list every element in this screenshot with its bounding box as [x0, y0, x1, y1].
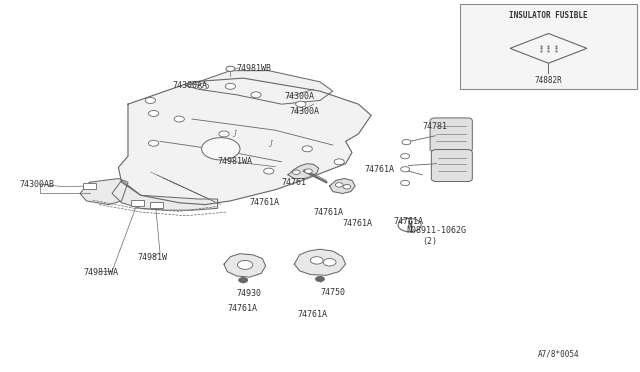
Circle shape: [148, 140, 159, 146]
Text: 74300AA: 74300AA: [173, 81, 208, 90]
Bar: [131, 200, 144, 206]
Text: INSULATOR FUSIBLE: INSULATOR FUSIBLE: [509, 11, 588, 20]
Circle shape: [316, 276, 324, 282]
Polygon shape: [330, 179, 355, 193]
Text: 74981W: 74981W: [138, 253, 168, 262]
Circle shape: [145, 97, 156, 103]
Circle shape: [148, 110, 159, 116]
Polygon shape: [112, 180, 218, 210]
Text: J: J: [234, 129, 236, 137]
Circle shape: [310, 257, 323, 264]
Circle shape: [335, 183, 343, 187]
Text: 74981WB: 74981WB: [237, 64, 272, 73]
Polygon shape: [186, 71, 333, 104]
Text: 74761A: 74761A: [342, 219, 372, 228]
Circle shape: [264, 168, 274, 174]
Text: 74761: 74761: [282, 178, 307, 187]
Bar: [150, 202, 163, 208]
Circle shape: [237, 260, 253, 269]
Circle shape: [401, 154, 410, 159]
Text: J: J: [269, 139, 271, 147]
Text: 74761A: 74761A: [394, 217, 424, 226]
Text: 74761A: 74761A: [298, 310, 328, 319]
Circle shape: [219, 131, 229, 137]
Text: 74882R: 74882R: [534, 76, 563, 85]
Circle shape: [202, 138, 240, 160]
Text: 74300A: 74300A: [285, 92, 315, 101]
Polygon shape: [224, 254, 266, 277]
Circle shape: [239, 278, 248, 283]
Polygon shape: [118, 78, 371, 205]
Text: 74761A: 74761A: [314, 208, 344, 217]
Circle shape: [302, 146, 312, 152]
Text: A7/8*0054: A7/8*0054: [538, 350, 579, 359]
Text: 74981WA: 74981WA: [83, 268, 118, 277]
Text: 74981WA: 74981WA: [218, 157, 253, 166]
Text: (2): (2): [422, 237, 437, 246]
Text: 74750: 74750: [320, 288, 345, 297]
FancyBboxPatch shape: [431, 150, 472, 182]
Text: 74781: 74781: [422, 122, 447, 131]
Text: 74761A: 74761A: [250, 198, 280, 207]
FancyBboxPatch shape: [430, 118, 472, 152]
Text: 74761A: 74761A: [365, 165, 395, 174]
Circle shape: [198, 83, 209, 89]
Circle shape: [343, 185, 351, 189]
Polygon shape: [294, 249, 346, 275]
Circle shape: [398, 218, 421, 232]
Circle shape: [292, 170, 300, 174]
Circle shape: [226, 66, 235, 71]
Text: 74761A: 74761A: [227, 304, 257, 313]
Circle shape: [401, 180, 410, 186]
Text: 74930: 74930: [237, 289, 262, 298]
Circle shape: [296, 101, 306, 107]
Polygon shape: [80, 179, 128, 205]
Text: N: N: [407, 221, 412, 230]
Circle shape: [174, 116, 184, 122]
Text: 74300A: 74300A: [289, 107, 319, 116]
Circle shape: [323, 259, 336, 266]
Circle shape: [225, 83, 236, 89]
Circle shape: [305, 169, 312, 173]
Circle shape: [401, 167, 410, 172]
Circle shape: [402, 140, 411, 145]
Bar: [83, 183, 96, 189]
Text: N08911-1062G: N08911-1062G: [406, 226, 467, 235]
Text: 74300AB: 74300AB: [19, 180, 54, 189]
Bar: [460, 4, 637, 89]
Circle shape: [251, 92, 261, 98]
Polygon shape: [288, 164, 319, 179]
Circle shape: [334, 159, 344, 165]
